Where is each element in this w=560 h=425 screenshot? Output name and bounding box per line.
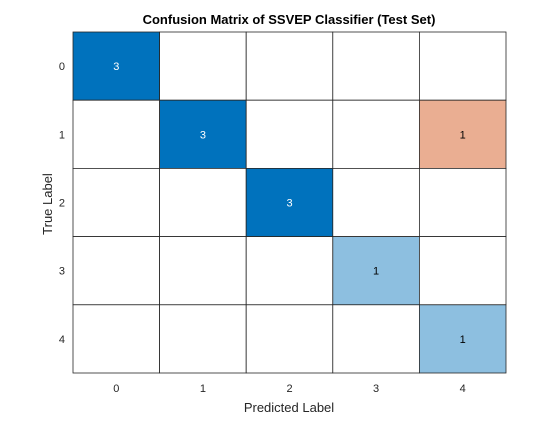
matrix-cell-1-0	[72, 99, 160, 169]
matrix-cell-1-4	[418, 99, 507, 169]
x-tick-label: 0	[113, 383, 119, 395]
matrix-cell-3-4	[418, 236, 507, 306]
cell-value-0-0: 3	[113, 61, 119, 73]
matrix-cell-2-2	[245, 167, 334, 237]
matrix-cell-3-2	[245, 236, 334, 306]
matrix-cell-2-4	[418, 167, 507, 237]
matrix-cell-2-3	[332, 167, 420, 237]
matrix-cell-2-1	[159, 167, 247, 237]
cell-value-3-3: 1	[373, 266, 379, 278]
matrix-cell-3-3	[332, 236, 420, 306]
values-layer: 3 3 1 3 1 1	[113, 61, 466, 346]
matrix-cell-1-2	[245, 99, 334, 169]
matrix-cell-0-3	[332, 31, 420, 101]
matrix-cell-4-1	[159, 304, 247, 374]
matrix-cell-4-3	[332, 304, 420, 374]
y-tick-label: 2	[59, 198, 65, 210]
matrix-cell-2-0	[72, 167, 160, 237]
x-axis-label: Predicted Label	[244, 400, 334, 415]
chart-title: Confusion Matrix of SSVEP Classifier (Te…	[143, 12, 436, 27]
matrix-cell-1-3	[332, 99, 420, 169]
matrix-cell-0-2	[245, 31, 334, 101]
x-tick-label: 2	[286, 383, 292, 395]
matrix-cell-4-2	[245, 304, 334, 374]
ticks-layer: 0 1 2 3 4 0 1 2 3 4	[59, 61, 466, 395]
y-tick-label: 0	[59, 61, 65, 73]
cell-value-4-4: 1	[460, 334, 466, 346]
y-tick-label: 3	[59, 266, 65, 278]
x-tick-label: 4	[460, 383, 466, 395]
y-tick-label: 4	[59, 334, 65, 346]
matrix-cell-0-4	[418, 31, 507, 101]
cells-layer	[72, 31, 507, 374]
y-tick-label: 1	[59, 129, 65, 141]
cell-value-1-4: 1	[460, 129, 466, 141]
y-axis-label: True Label	[40, 173, 55, 235]
matrix-cell-3-1	[159, 236, 247, 306]
cell-value-1-1: 3	[200, 129, 206, 141]
matrix-cell-3-0	[72, 236, 160, 306]
x-tick-label: 3	[373, 383, 379, 395]
matrix-cell-0-1	[159, 31, 247, 101]
matrix-cell-4-4	[418, 304, 507, 374]
x-tick-label: 1	[200, 383, 206, 395]
matrix-cell-4-0	[72, 304, 160, 374]
cell-value-2-2: 3	[286, 198, 292, 210]
matrix-cell-0-0	[72, 31, 160, 101]
